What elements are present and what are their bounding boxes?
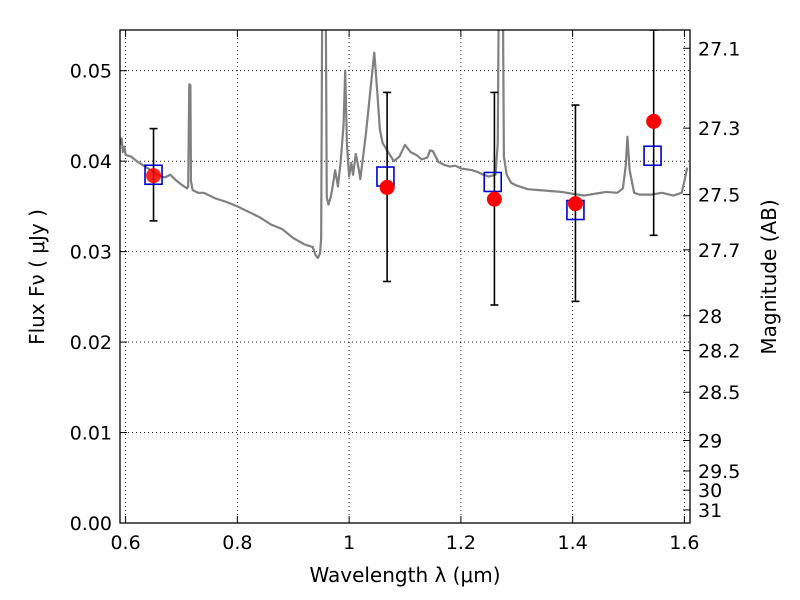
y-tick-label: 0.03 (70, 242, 112, 264)
y-axis-label: Flux Fν ( μJy ) (25, 209, 49, 345)
y2-tick-label: 29 (698, 431, 722, 453)
model-point (144, 164, 163, 186)
y-tick-label: 0.05 (70, 61, 112, 83)
x-tick-label: 0.6 (110, 532, 140, 554)
y2-tick-label: 27.3 (698, 118, 740, 140)
observed-point (567, 196, 583, 212)
observed-point (379, 179, 395, 195)
x-axis-label: Wavelength λ (μm) (309, 563, 500, 587)
model-point (643, 145, 662, 167)
observed-point (146, 168, 162, 184)
x-tick-label: 0.8 (222, 532, 252, 554)
observed-point (486, 191, 502, 207)
y2-axis-label: Magnitude (AB) (757, 199, 781, 354)
observed-point (646, 113, 662, 129)
x-tick-label: 1.4 (558, 532, 588, 554)
y2-tick-label: 28.5 (698, 382, 740, 404)
spectrum-line (120, 30, 689, 260)
y2-tick-label: 27.1 (698, 38, 740, 60)
y2-tick-label: 30 (698, 480, 722, 502)
y-tick-label: 0.02 (70, 332, 112, 354)
y2-tick-label: 27.7 (698, 240, 740, 262)
x-tick-label: 1.2 (446, 532, 476, 554)
y-tick-label: 0.00 (70, 513, 112, 535)
y2-tick-label: 28.2 (698, 341, 740, 363)
y2-tick-label: 31 (698, 500, 722, 522)
y2-tick-label: 28 (698, 306, 722, 328)
model-point (483, 171, 503, 193)
plot-background (120, 30, 690, 523)
y2-tick-label: 29.5 (698, 461, 740, 483)
y2-tick-label: 27.5 (698, 185, 740, 207)
y-tick-label: 0.04 (70, 151, 112, 173)
y-tick-label: 0.01 (70, 423, 112, 445)
x-tick-label: 1.6 (669, 532, 699, 554)
plot-frame (119, 29, 691, 524)
x-tick-label: 1 (343, 532, 355, 554)
data-layer (120, 30, 689, 306)
ticks: 0.6 0.8 1 1.2 1.4 1.6 0.00 0.01 0.02 0.03 0.04 0.05… (70, 30, 740, 554)
